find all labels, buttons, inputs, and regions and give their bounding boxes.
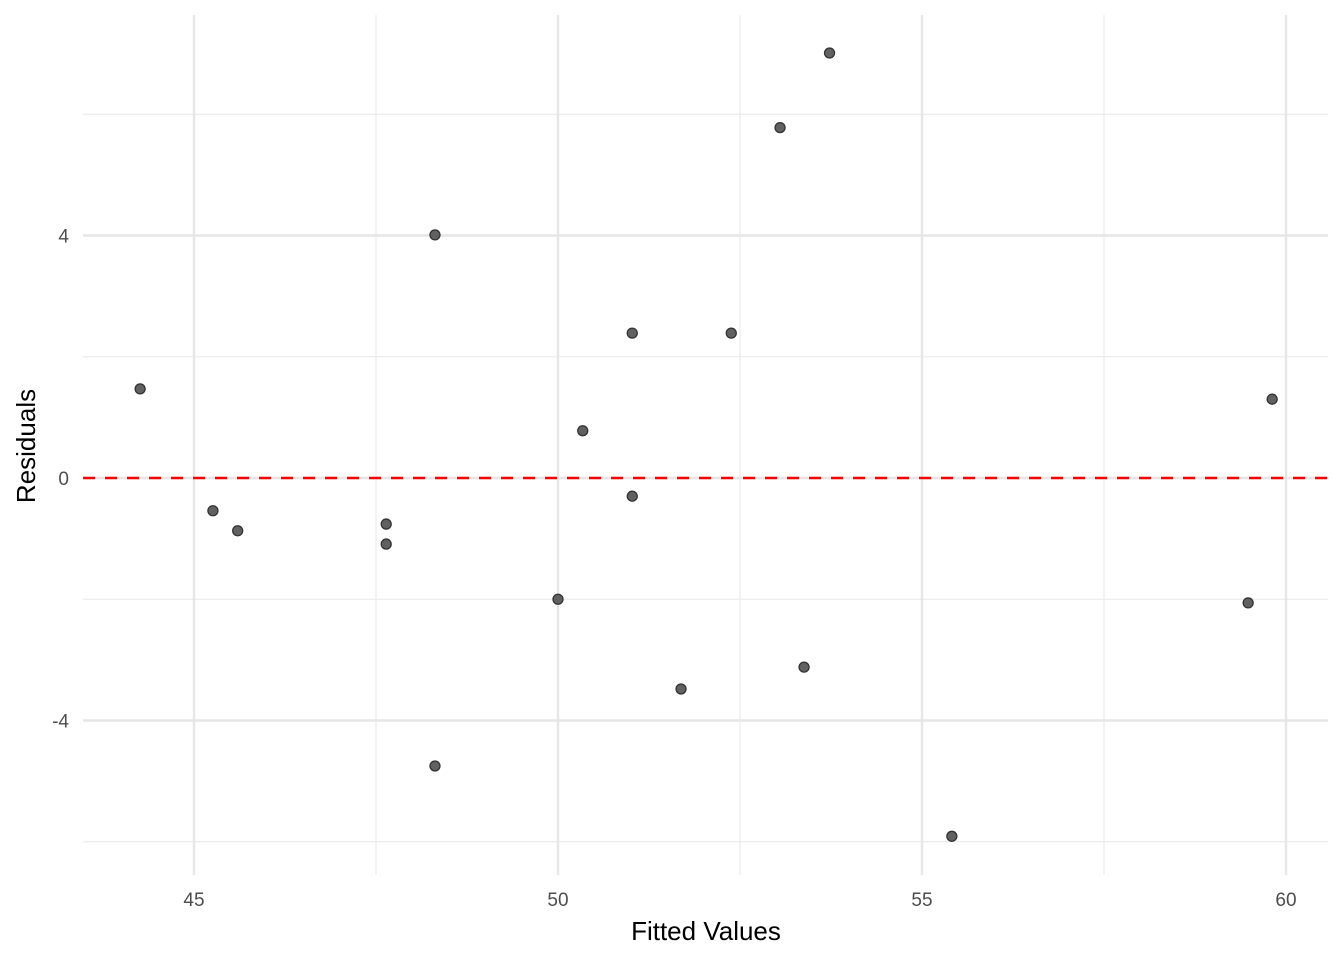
data-point [798,661,810,673]
x-tick-label: 60 [1275,890,1296,911]
data-point [626,490,638,502]
data-point [946,830,958,842]
minor-gridlines [83,15,1328,875]
data-point [1242,597,1254,609]
x-tick-label: 45 [183,890,204,911]
data-point [626,327,638,339]
y-tick-label: 4 [58,227,69,248]
data-point [725,327,737,339]
data-point [675,683,687,695]
data-points [134,47,1278,842]
x-tick-label: 50 [547,890,568,911]
y-tick-label: 0 [58,469,69,490]
major-gridlines [83,15,1328,875]
x-axis-title: Fitted Values [631,916,781,946]
data-point [774,121,786,134]
data-point [577,425,589,437]
data-point [207,505,219,517]
y-tick-label: -4 [52,712,69,733]
x-axis-tick-labels: 45 50 55 60 [183,890,1296,911]
x-tick-label: 55 [911,890,932,911]
data-point [552,593,564,605]
data-point [823,47,836,59]
data-point [1266,393,1278,405]
data-point [380,518,392,530]
data-point [429,229,441,241]
y-axis-tick-labels: -4 0 4 [52,227,69,733]
data-point [380,538,392,550]
data-point [134,383,146,395]
data-point [232,525,244,537]
data-point [429,760,441,772]
y-axis-title: Residuals [11,389,41,503]
